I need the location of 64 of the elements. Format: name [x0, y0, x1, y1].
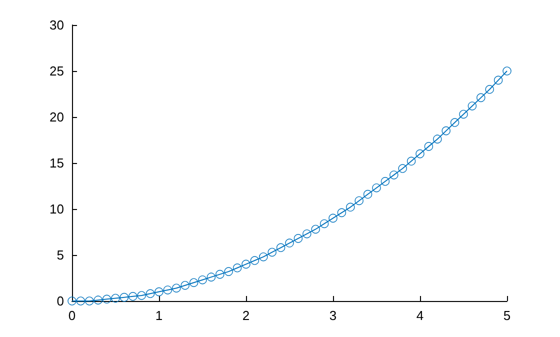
point: [328, 214, 338, 223]
point: [94, 296, 102, 304]
point: [442, 126, 450, 136]
point: [285, 238, 294, 248]
point: [390, 170, 398, 180]
point: [398, 164, 407, 173]
point: [120, 292, 129, 302]
point: [268, 248, 276, 257]
y-tick-label: 20: [50, 110, 64, 124]
point: [311, 224, 320, 234]
point: [354, 196, 364, 206]
point: [424, 142, 434, 151]
point: [302, 229, 312, 238]
point: [406, 156, 416, 166]
point: [102, 294, 112, 304]
point: [502, 66, 512, 76]
point: [137, 291, 146, 300]
point: [85, 296, 94, 306]
y-tick-label: 10: [50, 202, 64, 216]
point: [216, 270, 224, 279]
point: [346, 202, 355, 212]
x-tick-label: 5: [503, 308, 511, 323]
point: [459, 110, 468, 119]
point: [128, 292, 138, 301]
point: [180, 281, 190, 290]
point: [276, 243, 286, 252]
point: [485, 85, 494, 94]
point: [232, 264, 242, 272]
point: [294, 234, 303, 243]
point: [68, 296, 76, 306]
point: [320, 219, 329, 228]
y-tick-label: 15: [50, 156, 64, 170]
x-tick-label: 4: [416, 308, 424, 323]
point: [450, 118, 460, 127]
point: [250, 256, 260, 265]
point: [172, 284, 181, 292]
x-tick-label: 0: [68, 308, 76, 323]
point: [433, 134, 442, 144]
point: [224, 267, 233, 276]
point: [154, 287, 164, 296]
point: [476, 93, 486, 102]
point: [468, 102, 477, 110]
y-tick-label: 5: [56, 248, 64, 262]
point: [380, 177, 390, 186]
point: [146, 289, 155, 298]
y-tick-label: 25: [50, 64, 64, 78]
x-tick-label: 1: [155, 308, 163, 323]
point: [372, 183, 381, 192]
x-tick-label: 3: [329, 308, 337, 323]
point: [189, 278, 198, 287]
point: [363, 190, 372, 199]
point: [416, 149, 424, 158]
point: [198, 275, 207, 284]
point: [206, 272, 216, 282]
point: [76, 296, 86, 306]
point: [242, 260, 250, 269]
point: [111, 294, 120, 303]
y-tick-label: 30: [50, 18, 64, 32]
point: [163, 286, 172, 294]
x-tick-label: 2: [242, 308, 250, 323]
y-tick-label: 0: [56, 294, 64, 308]
point: [259, 252, 268, 262]
point: [494, 76, 503, 85]
point: [337, 208, 346, 218]
